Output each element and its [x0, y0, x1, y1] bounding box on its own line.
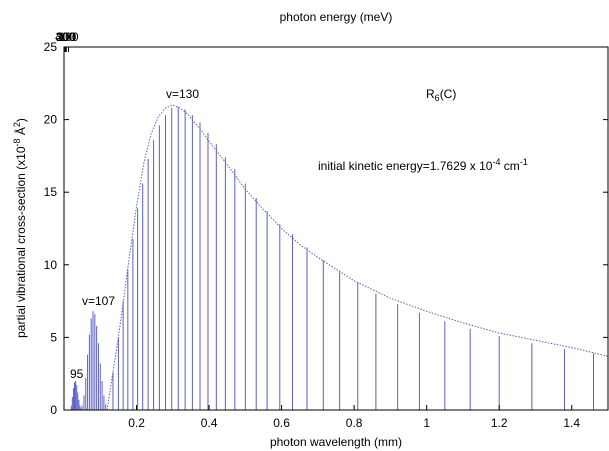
- x-tick-label: 1.2: [491, 416, 508, 430]
- annotation-v107: v=107: [82, 294, 115, 308]
- annotation-kinetic-energy: initial kinetic energy=1.7629 x 10-4 cm-…: [318, 157, 528, 173]
- plot-frame: [63, 46, 609, 411]
- y-tick-label: 20: [44, 113, 58, 127]
- x-axis-title: photon wavelength (mm): [270, 435, 402, 449]
- y-tick-label: 10: [44, 258, 58, 272]
- y-tick-label: 0: [50, 403, 57, 417]
- annotation-v130: v=130: [166, 87, 199, 101]
- top-tick-label: 300: [55, 30, 75, 44]
- annotation-r6c: R6(C): [426, 87, 456, 103]
- x-tick-label: 0.6: [273, 416, 290, 430]
- x-tick-label: 1: [423, 416, 430, 430]
- y-axis-title: partial vibrational cross-section (x10-8…: [12, 118, 28, 338]
- top-tick-label: 200: [56, 30, 76, 44]
- x-axis-ticks: 0.2 0.4 0.6 0.8 1 1.2 1.4: [128, 405, 580, 430]
- top-axis-title: photon energy (meV): [280, 10, 393, 24]
- y-tick-label: 5: [50, 330, 57, 344]
- x-tick-label: 0.4: [201, 416, 218, 430]
- x-tick-label: 1.4: [563, 416, 580, 430]
- top-tick-label: 100: [58, 30, 78, 44]
- y-axis-ticks: 0 5 10 15 20 25: [44, 40, 608, 417]
- y-tick-label: 15: [44, 185, 58, 199]
- x-tick-label: 0.2: [128, 416, 145, 430]
- stick-series: [112, 106, 594, 410]
- dense-peak-series: [70, 311, 109, 410]
- annotation-95: 95: [70, 367, 84, 381]
- x-tick-label: 0.8: [346, 416, 363, 430]
- envelope-curve: [107, 104, 609, 408]
- top-tick-label: 400: [55, 30, 75, 44]
- y-tick-label: 25: [44, 40, 58, 54]
